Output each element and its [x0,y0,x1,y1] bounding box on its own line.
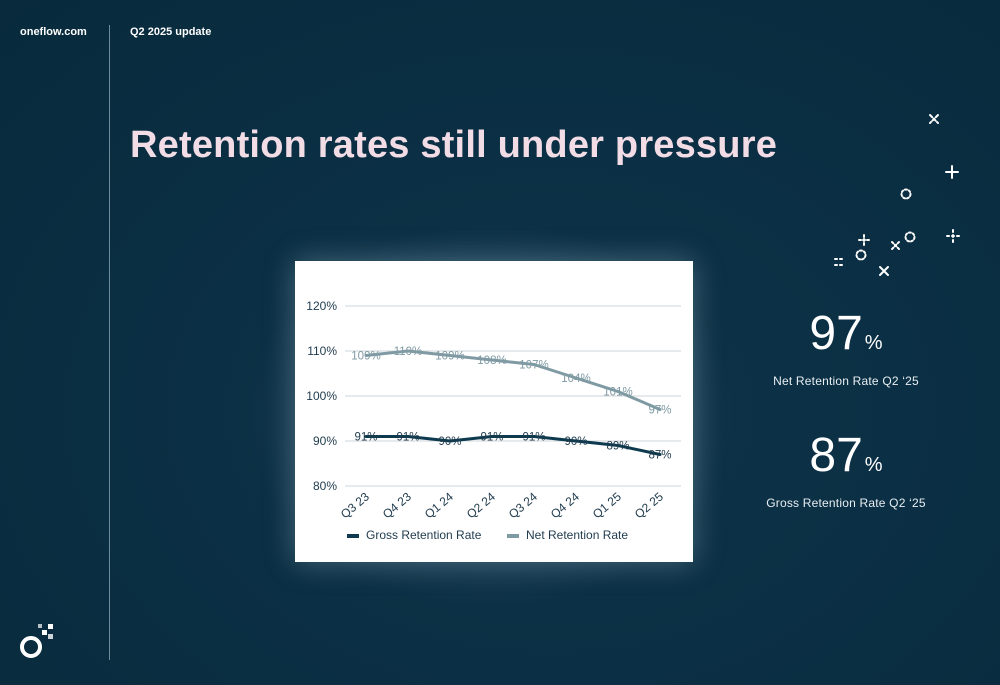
net-retention-stat: 97% Net Retention Rate Q2 ‘25 [746,307,946,389]
data-label: 109% [435,351,464,363]
data-label: 90% [438,436,461,448]
data-point [406,349,410,353]
gross-retention-unit: % [864,454,883,476]
net-retention-unit: % [864,332,883,354]
data-label: 110% [394,346,423,358]
x-tick-label: Q3 23 [338,489,372,521]
legend-label: Gross Retention Rate [366,528,482,542]
gross-retention-stat: 87% Gross Retention Rate Q2 ‘25 [746,429,946,511]
data-label: 108% [477,355,506,367]
data-point [448,439,452,443]
legend-swatch [507,534,519,538]
x-tick-label: Q2 25 [632,489,666,521]
y-tick-label: 120% [306,299,337,313]
data-label: 91% [522,432,545,444]
gross-retention-label: Gross Retention Rate Q2 ‘25 [766,496,926,510]
gross-retention-value: 87 [809,429,863,482]
data-point [616,444,620,447]
data-label: 89% [606,441,629,453]
data-point [574,376,578,380]
oneflow-logo-icon [20,624,53,658]
x-tick-label: Q3 24 [506,489,540,521]
brand-name: oneflow.com [20,26,87,38]
data-point [532,363,536,366]
y-tick-label: 110% [307,344,337,358]
y-tick-label: 90% [313,434,337,448]
data-label: 91% [354,432,377,444]
section-label: Q2 2025 update [130,26,212,38]
retention-chart: 80% 90% 100% 110% 120% Q3 23 Q4 23 Q1 24 Q2 24 Q3… [295,261,693,562]
x-tick-label: Q1 24 [422,489,456,521]
sparkle-icon [834,114,960,276]
data-point [490,435,494,438]
data-label: 87% [648,450,671,462]
legend-label: Net Retention Rate [526,528,628,542]
y-tick-label: 100% [306,389,337,403]
data-point [616,390,620,393]
y-tick-label: 80% [313,479,337,493]
chart-canvas: 80% 90% 100% 110% 120% Q3 23 Q4 23 Q1 24 Q2 24 Q3… [306,299,681,542]
data-point [532,435,536,438]
net-retention-value: 97 [809,307,863,360]
data-label: 109% [351,351,380,363]
x-tick-label: Q4 24 [548,489,582,521]
data-label: 101% [603,387,632,399]
slide-title: Retention rates still under pressure [130,124,778,166]
data-label: 91% [480,432,503,444]
data-point [364,435,368,438]
series-line-net [365,349,661,411]
data-label: 90% [564,436,587,448]
data-label: 91% [396,432,419,444]
data-point [658,408,662,411]
x-tick-label: Q1 25 [590,489,624,521]
data-point [490,358,494,362]
legend-swatch [347,534,359,538]
data-point [574,439,578,443]
data-point [448,354,452,357]
x-tick-label: Q2 24 [464,489,498,521]
x-tick-label: Q4 23 [380,489,414,521]
data-label: 97% [648,405,671,417]
net-retention-label: Net Retention Rate Q2 ‘25 [773,374,919,388]
data-point [658,453,662,456]
series-line-gross [366,435,661,456]
data-point [364,354,368,357]
data-point [406,435,410,438]
data-label: 107% [519,360,548,372]
vertical-divider [109,25,110,660]
data-label: 104% [561,373,590,385]
